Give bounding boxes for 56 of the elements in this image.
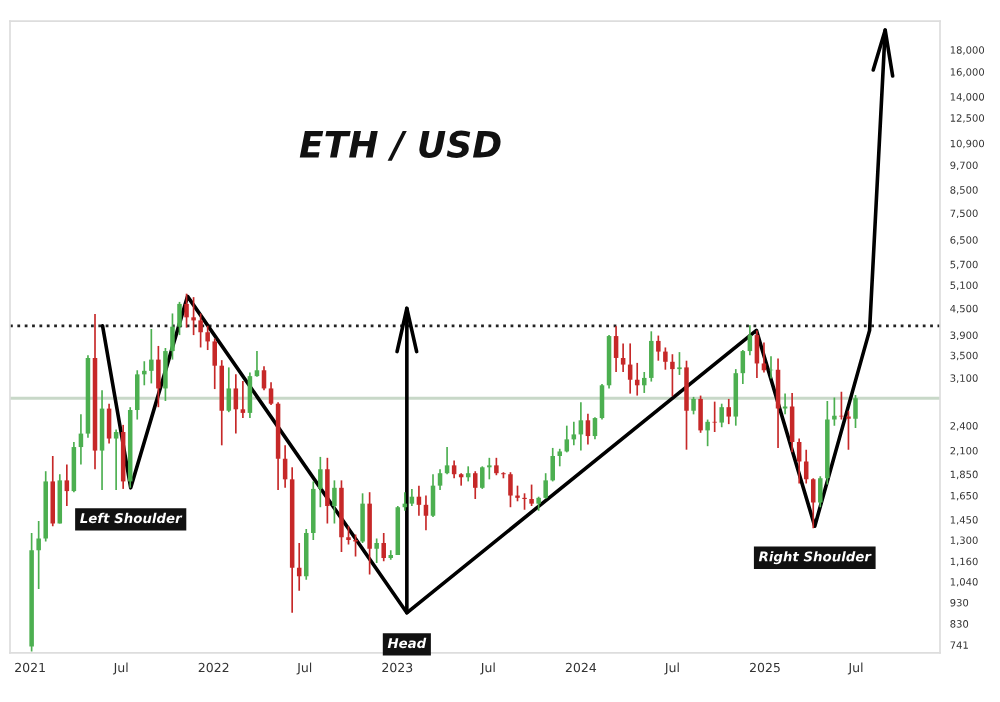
- candlestick: [134, 369, 140, 421]
- candlestick: [480, 465, 485, 490]
- candlestick: [170, 312, 175, 361]
- candlestick: [163, 347, 168, 402]
- candlestick: [846, 409, 851, 451]
- candlestick: [332, 479, 337, 525]
- candlestick: [184, 292, 189, 329]
- candlestick: [374, 537, 379, 564]
- candlestick: [726, 398, 732, 425]
- candlestick: [346, 525, 351, 546]
- candlestick: [656, 334, 661, 362]
- candlestick: [156, 345, 161, 409]
- candlestick: [318, 456, 323, 509]
- candlestick: [620, 342, 626, 373]
- candlestick: [719, 402, 724, 429]
- candlestick: [240, 380, 246, 419]
- candlestick: [381, 532, 386, 563]
- annotation: ETH / USD: [299, 130, 501, 161]
- candlestick: [796, 437, 802, 485]
- candlestick: [472, 470, 478, 500]
- candlestick: [733, 368, 739, 427]
- candlestick: [698, 394, 703, 434]
- candlestick: [268, 381, 274, 406]
- candlestick: [529, 483, 534, 507]
- candlestick: [649, 330, 654, 383]
- candlestick: [508, 471, 513, 509]
- candlestick: [571, 420, 577, 447]
- candlestick: [810, 477, 816, 530]
- candlestick: [705, 418, 710, 448]
- candlestick: [789, 392, 795, 454]
- candlestick: [198, 312, 203, 349]
- candlestick: [437, 468, 443, 491]
- candlestick: [57, 473, 63, 525]
- candlestick: [360, 492, 365, 544]
- candlestick: [818, 475, 823, 509]
- candlestick: [113, 428, 119, 491]
- candlestick: [663, 346, 668, 371]
- candlestick: [782, 392, 788, 416]
- candlestick: [677, 351, 682, 376]
- candlestick: [50, 455, 56, 528]
- candlestick: [684, 359, 689, 451]
- candlestick: [853, 394, 858, 429]
- candlestick: [712, 400, 717, 433]
- candlestick: [487, 456, 492, 481]
- candlestick: [670, 353, 675, 398]
- candlestick: [839, 390, 844, 421]
- candlestick: [191, 296, 196, 336]
- candlestick: [64, 463, 70, 507]
- candlestick: [177, 301, 182, 336]
- candlestick: [325, 456, 330, 525]
- candlestick: [761, 341, 767, 374]
- candlestick: [832, 396, 837, 427]
- candlestick: [585, 412, 591, 446]
- candlestick: [226, 366, 232, 414]
- candlestick: [149, 328, 154, 385]
- candlestick: [367, 491, 372, 576]
